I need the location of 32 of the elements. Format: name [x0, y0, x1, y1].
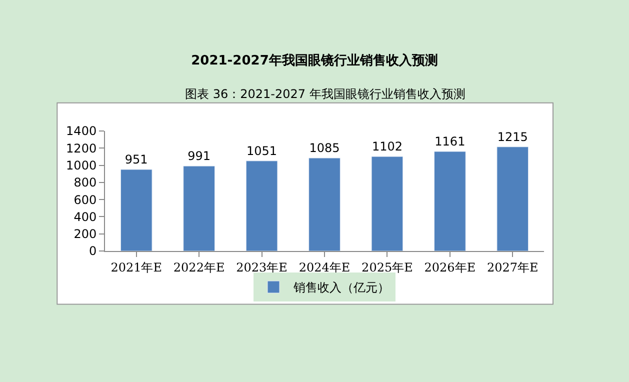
bar: [434, 151, 466, 251]
data-label: 991: [188, 149, 211, 164]
bar: [246, 160, 278, 251]
x-tick-label: 2021年E: [110, 260, 162, 274]
bar: [308, 158, 340, 251]
bar: [120, 169, 152, 251]
bar: [183, 166, 215, 251]
y-tick-label: 800: [74, 176, 97, 190]
y-tick-label: 1400: [66, 124, 97, 138]
y-tick-label: 400: [74, 210, 97, 224]
y-tick-label: 0: [88, 244, 97, 258]
chart-title: 2021-2027年我国眼镜行业销售收入预测: [191, 52, 438, 69]
data-label: 1085: [309, 141, 340, 155]
bar: [496, 146, 529, 251]
x-tick-label: 2025年E: [362, 260, 413, 274]
y-tick-label: 600: [74, 192, 97, 207]
y-tick-label: 1200: [66, 141, 97, 156]
legend-label: 销售收入（亿元）: [292, 280, 390, 295]
data-label: 1102: [372, 140, 402, 154]
text: 图表 36：2021-2027 年我国眼镜行业销售收入预测: [185, 87, 466, 101]
data-label: 1215: [497, 130, 528, 144]
x-tick-label: 2022年E: [173, 260, 225, 274]
x-tick-label: 2027年E: [486, 260, 538, 274]
data-label: 951: [124, 152, 148, 166]
data-label: 1161: [434, 134, 466, 148]
data-label: 1051: [246, 144, 278, 158]
bar: [371, 156, 404, 251]
y-tick-label: 200: [74, 227, 97, 242]
x-tick-label: 2024年E: [298, 260, 350, 274]
y-tick-label: 1000: [66, 158, 97, 172]
x-tick-label: 2026年E: [424, 260, 476, 274]
x-tick-label: 2023年E: [236, 260, 288, 274]
